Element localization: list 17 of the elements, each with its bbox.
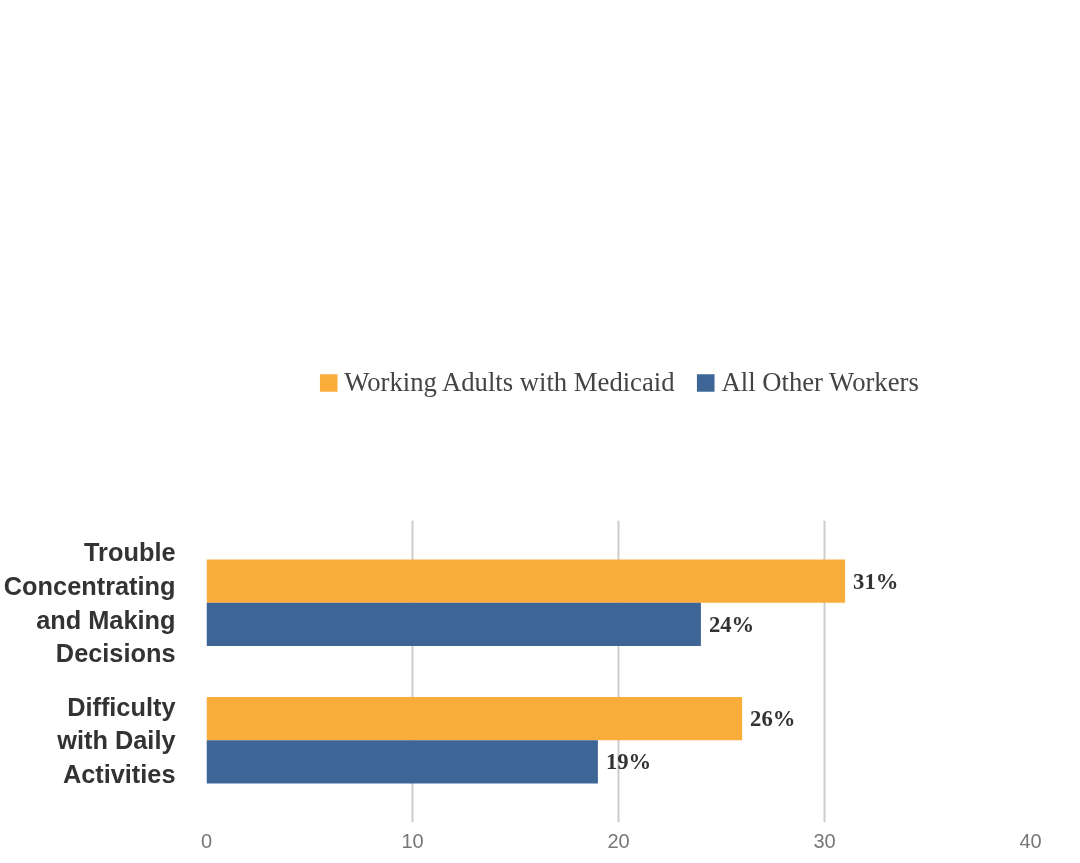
x-tick-label: 30 (813, 829, 836, 852)
x-tick-label: 10 (401, 829, 424, 852)
data-label: 26% (750, 706, 796, 732)
x-tick-label: 20 (607, 829, 630, 852)
bar (206, 696, 743, 741)
y-tick-label: Trouble Concentrating and Making Decisions (3, 538, 176, 668)
bar (206, 559, 846, 603)
y-tick-label: Difficulty with Daily Activities (56, 692, 176, 788)
x-tick-label: 0 (200, 829, 213, 852)
bar (206, 602, 701, 647)
legend-label: Working Adults with Medicaid (344, 366, 675, 398)
bar (206, 740, 598, 784)
data-label: 19% (605, 749, 652, 775)
data-label: 24% (708, 611, 755, 637)
x-tick-label: 40 (1019, 829, 1042, 852)
data-label: 31% (853, 568, 899, 594)
legend-label: All Other Workers (721, 366, 919, 398)
